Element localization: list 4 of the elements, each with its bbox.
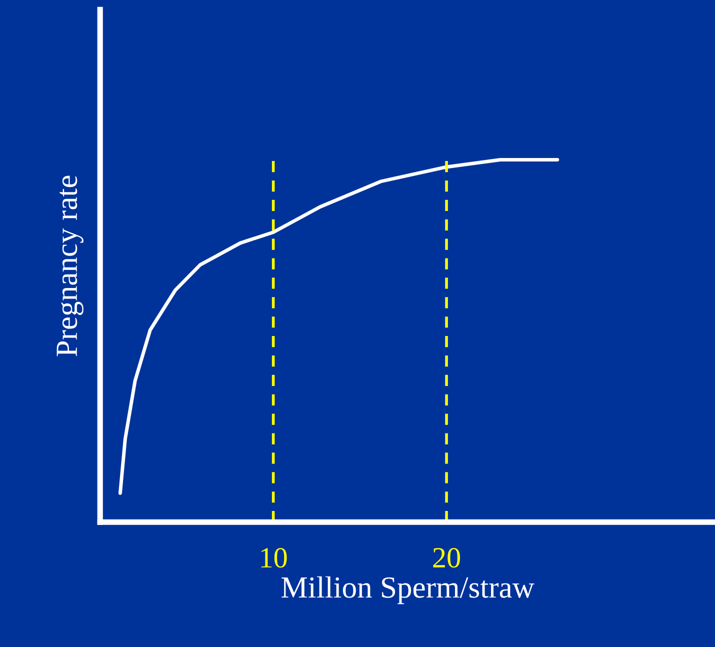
y-axis-title: Pregnancy rate bbox=[56, 176, 84, 356]
x-tick-label: 10 bbox=[261, 548, 287, 568]
x-axis-title: Million Sperm/straw bbox=[282, 576, 534, 604]
x-tick-label: 20 bbox=[433, 548, 460, 568]
